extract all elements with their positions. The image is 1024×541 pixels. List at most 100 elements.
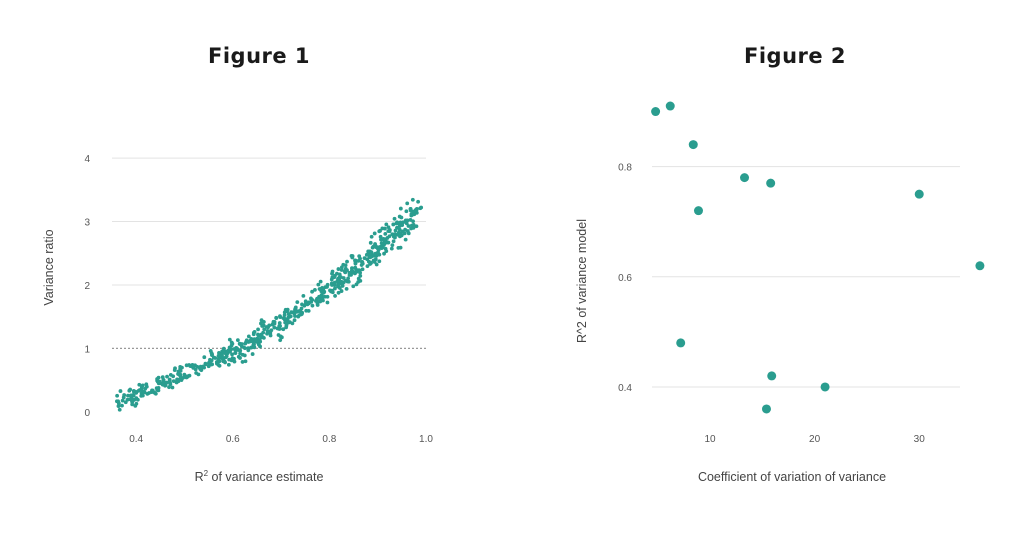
x-axis-label: R2 of variance estimate	[195, 469, 324, 484]
data-point	[345, 279, 350, 284]
data-point	[303, 299, 308, 304]
data-point	[251, 339, 255, 344]
data-point	[233, 350, 238, 355]
data-point	[226, 348, 231, 353]
data-point	[397, 214, 402, 219]
data-point	[354, 282, 359, 287]
data-point	[256, 327, 260, 332]
data-point	[259, 318, 264, 323]
data-point	[393, 232, 397, 237]
data-point	[172, 368, 177, 373]
data-point	[336, 267, 341, 271]
data-point	[767, 371, 777, 381]
data-point	[170, 385, 175, 390]
data-point	[351, 284, 356, 289]
data-point	[301, 293, 306, 298]
data-point	[120, 398, 125, 403]
data-point	[240, 360, 245, 364]
data-point	[393, 228, 398, 233]
data-point	[369, 234, 374, 239]
data-point	[340, 284, 345, 288]
data-point	[226, 362, 231, 367]
data-point	[382, 251, 386, 256]
data-point	[118, 389, 123, 393]
data-point	[216, 357, 221, 362]
data-point	[380, 226, 385, 231]
y-tick-label: 2	[84, 281, 90, 292]
data-point	[404, 209, 409, 214]
chart-title: Figure 2	[744, 44, 847, 68]
data-point	[396, 245, 401, 250]
data-point	[246, 348, 251, 353]
data-point	[316, 282, 321, 287]
data-point	[150, 388, 154, 393]
data-point	[414, 224, 419, 229]
data-point	[156, 388, 161, 393]
data-point	[416, 199, 421, 204]
data-point	[137, 382, 142, 387]
data-point	[347, 270, 352, 275]
data-point	[259, 321, 263, 326]
y-tick-label: 1	[84, 344, 90, 355]
data-point	[183, 375, 188, 379]
data-point	[230, 352, 234, 357]
y-tick-label: 0.6	[618, 273, 632, 284]
data-point	[262, 327, 267, 332]
data-point	[379, 237, 383, 242]
data-point	[167, 378, 172, 383]
data-point	[203, 361, 208, 366]
figure-2-plot: 0.4 0.6 0.8 10 20 30 R^2 of variance model Coef…	[575, 101, 985, 484]
data-point	[350, 268, 355, 273]
data-point	[302, 303, 307, 308]
data-point	[914, 189, 924, 199]
data-point	[269, 328, 274, 333]
data-point	[289, 310, 294, 315]
data-point	[332, 275, 337, 280]
data-point	[167, 385, 171, 390]
data-point	[315, 301, 320, 306]
data-point	[191, 365, 196, 370]
data-point	[313, 287, 317, 292]
data-point	[283, 307, 288, 312]
data-point	[339, 265, 344, 270]
data-point	[171, 374, 176, 379]
y-axis-label: R^2 of variance model	[575, 219, 589, 343]
data-point	[403, 227, 408, 232]
figure-1-panel: Figure 1 0 1 2 3 4 0.4 0.6 0.8 1.0 Variance ratio…	[42, 44, 433, 484]
data-point	[135, 397, 140, 402]
data-point	[175, 377, 179, 382]
data-point	[165, 374, 169, 379]
data-point	[238, 342, 242, 346]
data-point	[130, 400, 135, 404]
data-point	[293, 305, 298, 310]
data-point	[243, 346, 247, 351]
data-point	[365, 264, 370, 269]
figure-1-plot: 0 1 2 3 4 0.4 0.6 0.8 1.0 Variance ratio R2 of var…	[42, 154, 433, 484]
data-point	[208, 348, 213, 353]
data-point	[391, 239, 396, 244]
data-point	[403, 237, 408, 242]
data-point	[392, 216, 397, 221]
data-point	[405, 201, 410, 206]
data-point	[129, 393, 133, 398]
data-point	[224, 354, 229, 359]
data-point	[310, 303, 315, 308]
data-point	[171, 379, 176, 383]
data-point	[382, 239, 387, 244]
data-point	[368, 240, 373, 245]
data-point	[122, 393, 127, 397]
data-point	[134, 401, 139, 406]
data-point	[360, 267, 365, 272]
x-tick-label: 0.6	[226, 434, 240, 445]
data-point	[232, 356, 236, 361]
data-point	[402, 231, 407, 236]
data-point	[975, 261, 985, 271]
data-point	[322, 294, 327, 299]
data-point	[333, 286, 337, 291]
data-point	[761, 404, 771, 414]
data-point	[356, 258, 361, 263]
data-point	[411, 209, 416, 214]
data-point	[383, 231, 388, 236]
data-point	[201, 364, 206, 369]
data-point	[243, 341, 248, 346]
